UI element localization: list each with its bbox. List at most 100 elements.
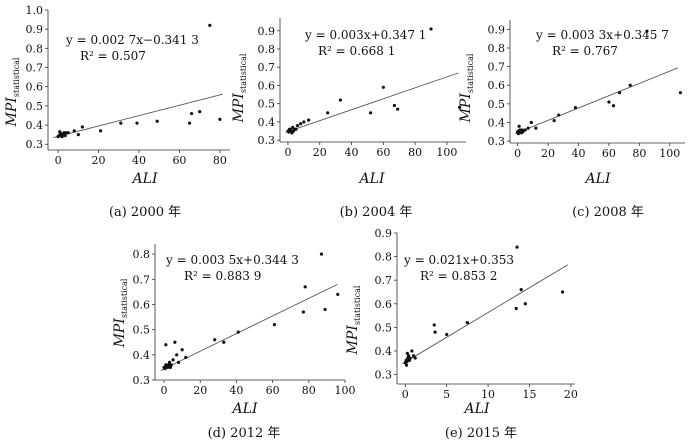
- ylabel-d: MPIstatistical: [112, 278, 129, 348]
- data-point: [429, 27, 433, 31]
- caption-d: (d) 2012 年: [208, 426, 281, 441]
- data-point: [302, 120, 306, 124]
- trendline-b: [285, 72, 459, 133]
- data-point: [515, 245, 519, 249]
- x-tick-label: 0: [514, 147, 521, 160]
- data-point: [236, 330, 240, 334]
- data-point: [72, 129, 76, 133]
- y-tick-label: 0.8: [488, 42, 506, 55]
- equation-a: y = 0.002 7x−0.341 3: [65, 33, 199, 47]
- y-tick-label: 0.9: [26, 23, 44, 36]
- data-point: [167, 360, 172, 364]
- data-point: [175, 353, 179, 357]
- caption-e: (e) 2015 年: [445, 426, 517, 441]
- y-tick-label: 0.5: [258, 98, 276, 111]
- data-point: [411, 354, 416, 358]
- x-tick-label: 60: [172, 154, 186, 167]
- caption-b: (b) 2004 年: [340, 205, 413, 220]
- chart-panel-a: 0 20 40 60 80 0.3 0.4 0.5 0.6 0.7 0.8 0.9 1.0: [26, 4, 230, 167]
- x-tick-label: 100: [335, 384, 356, 397]
- xlabel-c: ALI: [584, 171, 611, 187]
- r2-c: R² = 0.767: [552, 44, 618, 58]
- x-tick-label: 20: [92, 154, 106, 167]
- x-tick-label: 40: [345, 146, 359, 159]
- equation-e: y = 0.021x+0.353: [403, 253, 514, 267]
- data-point: [529, 120, 533, 125]
- ylabel-b: MPIstatistical: [231, 53, 248, 123]
- data-point: [458, 105, 462, 109]
- data-point: [189, 111, 194, 116]
- data-point: [628, 83, 632, 87]
- data-point: [607, 100, 611, 104]
- data-point: [299, 122, 303, 126]
- data-point: [338, 98, 343, 102]
- x-tick-label: 0: [284, 146, 291, 159]
- y-tick-label: 0.4: [26, 119, 44, 132]
- data-point: [534, 126, 538, 130]
- caption-c: (c) 2008 年: [572, 205, 644, 220]
- data-point: [187, 121, 192, 125]
- x-tick-label: 0: [402, 388, 409, 401]
- y-tick-label: 0.7: [26, 62, 44, 75]
- data-point: [445, 332, 449, 337]
- data-point: [198, 110, 202, 114]
- y-tick-label: 0.7: [133, 273, 151, 286]
- data-point: [406, 354, 411, 358]
- equation-c: y = 0.003 3x+0.345 7: [535, 28, 669, 42]
- data-point: [326, 111, 330, 115]
- data-point: [98, 129, 103, 133]
- x-tick-label: 10: [481, 388, 495, 401]
- data-point: [163, 367, 167, 371]
- ylabel-a: MPIstatistical: [4, 57, 21, 127]
- data-point: [66, 131, 70, 135]
- y-tick-label: 0.4: [133, 349, 151, 362]
- data-point: [80, 125, 84, 129]
- data-point: [135, 121, 139, 125]
- x-tick-label: 60: [266, 384, 280, 397]
- data-point: [521, 130, 525, 134]
- data-point: [303, 285, 307, 289]
- data-point: [519, 288, 523, 292]
- data-point: [208, 23, 212, 27]
- y-tick-label: 0.5: [375, 321, 393, 334]
- data-point: [433, 330, 437, 334]
- y-tick-label: 0.7: [375, 274, 393, 287]
- data-point: [169, 363, 173, 367]
- y-tick-label: 0.9: [258, 25, 276, 38]
- xlabel-d: ALI: [231, 401, 258, 417]
- data-point: [166, 365, 170, 370]
- y-tick-label: 0.3: [488, 135, 506, 148]
- data-point: [287, 127, 292, 131]
- data-point: [396, 107, 400, 111]
- y-tick-label: 0.3: [258, 134, 276, 147]
- equation-d: y = 0.003 5x+0.344 3: [165, 253, 299, 267]
- x-tick-label: 40: [571, 147, 585, 160]
- data-point: [168, 365, 172, 370]
- data-point: [392, 103, 397, 108]
- data-point: [552, 119, 556, 123]
- data-point: [319, 252, 324, 256]
- y-tick-label: 0.4: [258, 116, 276, 129]
- data-point: [523, 128, 527, 132]
- x-tick-label: 15: [522, 388, 536, 401]
- y-tick-label: 0.6: [258, 79, 276, 92]
- y-tick-label: 0.8: [26, 42, 44, 55]
- xlabel-b: ALI: [358, 171, 385, 187]
- x-tick-label: 80: [408, 146, 422, 159]
- y-tick-label: 0.4: [375, 345, 393, 358]
- data-point: [526, 126, 530, 130]
- chart-panel-b: 0 20 40 60 80 100 0.3 0.4 0.5 0.6 0.7 0.8 0.9: [258, 18, 466, 159]
- data-point: [405, 351, 409, 355]
- data-point: [413, 356, 417, 360]
- data-point: [119, 121, 123, 125]
- data-point: [166, 363, 171, 367]
- trendline-e: [402, 264, 569, 365]
- data-point: [617, 91, 622, 95]
- x-tick-label: 20: [541, 147, 555, 160]
- x-tick-label: 0: [55, 154, 62, 167]
- x-tick-label: 60: [376, 146, 390, 159]
- data-point: [63, 134, 67, 138]
- chart-panel-d: 0 20 40 60 80 100 0.3 0.4 0.5 0.6 0.7 0.8: [133, 244, 356, 397]
- y-tick-label: 0.7: [488, 61, 506, 74]
- x-tick-label: 40: [132, 154, 146, 167]
